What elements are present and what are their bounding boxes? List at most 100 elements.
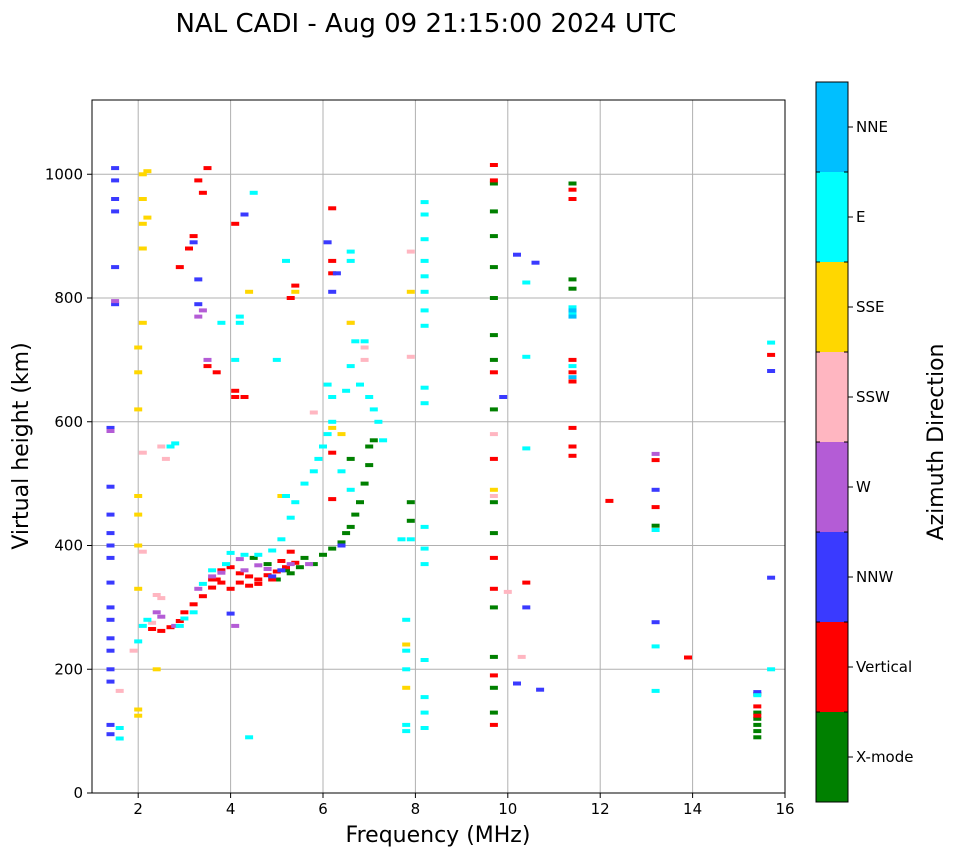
data-point [208,574,217,579]
data-point [138,246,147,251]
data-point [420,710,429,715]
data-point [753,704,762,709]
data-point [286,549,295,554]
data-point [319,444,327,449]
data-point [753,722,762,727]
data-point [148,627,157,631]
data-point [402,667,411,672]
data-point [568,181,577,186]
data-point [268,577,277,582]
data-point [337,543,346,548]
data-point [651,458,660,463]
data-point [106,636,115,641]
data-point [568,453,577,458]
data-point [226,586,235,591]
data-point [420,308,429,313]
data-point [489,357,498,362]
data-point [268,548,277,553]
data-point [420,274,429,279]
data-point [420,546,429,551]
colorbar-label: Azimuth Direction [924,343,949,540]
data-point [171,623,180,628]
data-point [420,401,429,406]
data-point [240,568,249,573]
y-tick-label: 600 [54,413,83,431]
data-point [489,265,498,270]
data-point [272,577,281,582]
colorbar-segments [816,82,848,802]
data-point [161,456,170,461]
data-point [106,617,115,622]
data-point [203,357,212,362]
data-point [489,181,498,186]
data-point [489,586,498,591]
data-point [651,620,660,625]
data-point [295,565,304,570]
data-point [489,163,498,167]
data-point [767,667,776,672]
data-point [369,438,378,443]
data-point [203,166,212,171]
data-point [198,308,207,313]
data-point [291,283,300,288]
data-point [143,169,152,174]
data-point [406,354,415,359]
data-point [175,619,184,623]
data-point [309,562,318,567]
data-point [568,311,577,316]
data-point [111,197,120,201]
data-point [337,540,346,545]
chart-title: NAL CADI - Aug 09 21:15:00 2024 UTC [176,9,677,39]
data-point [111,178,120,183]
data-point [365,395,374,399]
y-tick-label: 800 [54,289,83,307]
data-point [189,610,198,615]
data-point [157,444,166,449]
data-point [134,586,143,591]
data-point [489,710,498,715]
data-point [106,605,115,610]
data-point [753,716,762,721]
data-point [753,735,762,740]
x-tick-label: 10 [498,800,517,818]
colorbar-tick-label: Vertical [856,658,912,676]
data-point [152,593,161,597]
data-point [323,432,332,437]
data-point [517,654,526,659]
data-point [753,693,762,698]
data-point [254,563,263,568]
data-point [249,555,258,560]
data-point [356,500,364,505]
data-point [291,289,300,294]
data-point [420,323,429,328]
data-point [328,289,337,294]
data-point [305,562,314,567]
data-point [185,246,193,251]
data-point [212,577,221,582]
data-point [420,562,429,567]
data-point [115,726,124,730]
data-point [328,425,337,430]
data-point [189,240,198,245]
data-point [291,560,300,565]
data-point [346,456,355,461]
data-point [309,410,318,415]
y-tick-label: 1000 [45,165,83,183]
data-point [489,178,498,183]
data-point [106,679,115,684]
data-point [138,450,147,455]
data-point [568,370,577,375]
data-point [346,364,355,369]
y-tick-label: 400 [54,537,83,555]
data-point [249,190,258,195]
data-point [106,512,115,517]
data-point [420,524,429,529]
data-point [106,484,115,489]
data-point [106,667,115,672]
data-point [235,314,244,319]
data-point [254,581,263,586]
colorbar-segment [816,262,848,352]
data-point [282,258,290,263]
data-point [513,252,521,257]
data-point [328,497,337,502]
